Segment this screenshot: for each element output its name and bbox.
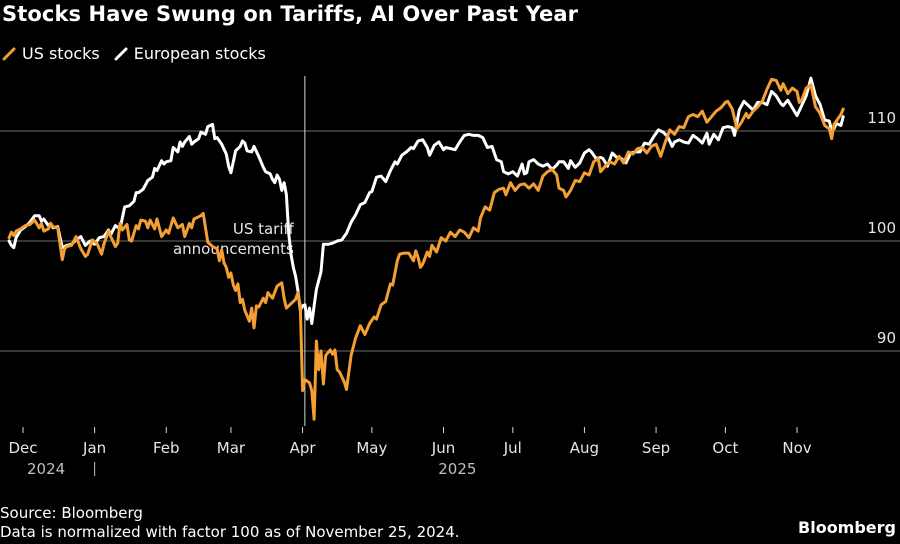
y-axis: 90 100 110	[867, 109, 896, 347]
series-line-european-stocks	[7, 76, 845, 325]
year-label-2024: 2024	[27, 460, 65, 478]
x-tick-label-dec: Dec	[8, 439, 37, 457]
bloomberg-logo: Bloomberg	[798, 518, 896, 537]
annotation-text-line-1: announcements	[173, 240, 294, 258]
x-tick-label-jan: Jan	[82, 439, 106, 457]
y-tick-label-90: 90	[877, 329, 896, 347]
x-tick-label-jul: Jul	[503, 439, 522, 457]
x-tick-label-feb: Feb	[153, 439, 180, 457]
x-tick-label-oct: Oct	[712, 439, 738, 457]
gridlines	[0, 130, 900, 352]
x-tick-label-may: May	[356, 439, 387, 457]
x-axis: Dec Jan Feb Mar Apr May Jun Jul Aug Sep Oct Nov 2024…	[8, 427, 812, 478]
normalization-note: Data is normalized with factor 100 as of…	[0, 523, 460, 541]
x-tick-label-nov: Nov	[782, 439, 811, 457]
x-tick-label-apr: Apr	[290, 439, 317, 457]
annotation-group: US tariff announcements	[173, 76, 306, 426]
y-tick-label-110: 110	[867, 109, 896, 127]
series-group	[7, 76, 845, 421]
x-tick-label-sep: Sep	[642, 439, 670, 457]
legend-swatch-us-stocks-icon	[2, 47, 16, 60]
x-tick-label-jun: Jun	[431, 439, 455, 457]
annotation-text-line-0: US tariff	[233, 220, 295, 238]
x-tick-label-mar: Mar	[217, 439, 246, 457]
legend-item-european-stocks: European stocks	[114, 44, 266, 63]
source-text: Source: Bloomberg	[0, 504, 143, 522]
chart-title: Stocks Have Swung on Tariffs, AI Over Pa…	[2, 2, 579, 26]
legend-item-us-stocks: US stocks	[2, 44, 100, 63]
y-tick-label-100: 100	[867, 219, 896, 237]
series-line-us-stocks	[7, 77, 845, 421]
legend-label-european-stocks: European stocks	[133, 44, 266, 63]
legend: US stocks European stocks	[2, 44, 266, 63]
legend-swatch-european-stocks-icon	[114, 47, 128, 60]
year-label-2025: 2025	[438, 460, 476, 478]
x-tick-label-aug: Aug	[570, 439, 599, 457]
legend-label-us-stocks: US stocks	[22, 44, 100, 63]
